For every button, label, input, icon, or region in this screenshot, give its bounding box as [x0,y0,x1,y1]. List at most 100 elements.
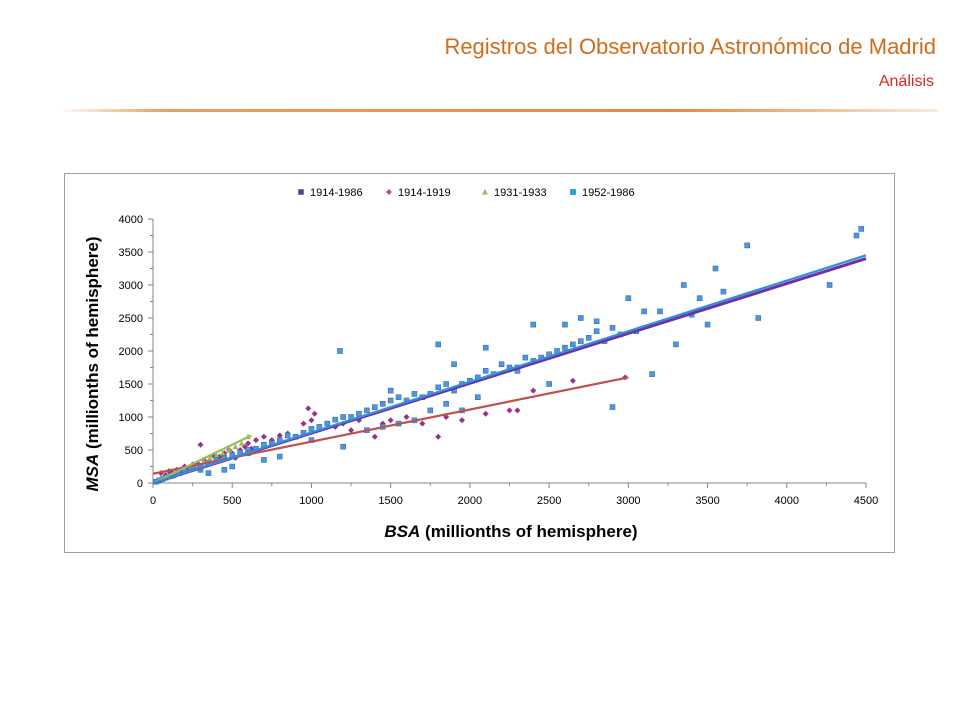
data-point [593,328,600,334]
data-point [213,452,220,458]
data-point [372,404,378,410]
data-point [649,371,655,377]
data-point [197,441,204,448]
legend-marker-1914-1986 [298,189,304,195]
data-point [205,470,212,476]
title-divider [58,109,938,112]
data-point [276,432,283,439]
data-point [577,338,584,344]
data-point [387,417,394,424]
data-point [577,315,584,321]
chart-axes: 0 500 1000 1500 2000 2500 3000 3500 4000 0 500 1000… [119,214,879,507]
data-point [379,401,386,407]
data-point [475,394,481,400]
data-point [657,308,663,315]
data-point [704,321,711,328]
x-tick-label: 4500 [854,495,878,507]
data-point [403,414,410,420]
data-point [332,416,339,423]
data-point [458,417,465,424]
data-point [252,437,259,444]
data-point [451,361,457,367]
data-point [443,381,449,387]
data-point [570,341,576,348]
slide-title: Registros del Observatorio Astronómico d… [444,34,936,59]
data-point [858,226,865,232]
y-tick-label: 4000 [119,214,143,226]
x-tick-label: 3000 [616,495,640,507]
data-point [435,384,442,391]
data-point [744,242,750,249]
data-point [311,410,318,417]
data-point [300,420,307,427]
data-point [276,453,283,460]
data-point [261,457,267,463]
x-tick-label: 1500 [378,495,402,507]
data-point [221,466,228,473]
data-point [395,394,402,400]
data-point [585,335,592,341]
legend-label-1914-1986: 1914-1986 [310,187,363,199]
data-point [562,344,568,351]
data-point [506,407,513,414]
data-point [419,420,426,427]
y-tick-label: 0 [137,478,143,490]
data-point [355,417,362,424]
legend-label-1931-1933: 1931-1933 [494,187,547,199]
data-point [308,417,315,424]
trendline-1931-1933 [152,434,252,484]
data-point [530,321,537,328]
x-tick-label: 500 [223,495,241,507]
data-point [593,318,600,325]
data-point [219,450,226,456]
y-axis-label: MSA (millionths of hemisphere) [83,236,102,491]
data-point [284,432,291,439]
data-point [569,377,576,384]
data-point [427,407,434,414]
data-point [435,433,442,440]
data-point [625,295,632,301]
data-point [337,348,343,354]
data-point [356,410,362,417]
y-tick-label: 2000 [119,346,143,358]
data-point [522,354,529,361]
data-point [696,295,703,301]
data-point [482,368,489,374]
data-point [755,315,762,321]
data-point [482,344,489,351]
legend-label-1914-1919: 1914-1919 [398,187,451,199]
data-point [530,387,537,394]
data-point [371,433,378,440]
data-point [324,420,331,427]
data-point [673,341,679,348]
x-tick-label: 2000 [458,495,482,507]
series-1952-1986-points [153,226,865,485]
x-tick-label: 1000 [299,495,323,507]
data-point [514,407,521,414]
data-point [207,454,214,461]
y-tick-label: 3500 [119,247,143,259]
data-point [411,391,418,397]
trendline-1952-1986 [152,254,867,485]
data-point [498,361,505,367]
data-point [562,321,568,328]
y-tick-label: 2500 [119,313,143,325]
legend-marker-1952-1986 [570,189,576,195]
x-tick-label: 0 [150,495,156,507]
data-point [680,282,687,288]
data-point [609,325,616,331]
data-point [245,440,252,447]
data-point [387,397,394,404]
data-point [340,414,346,420]
chart-frame: 1914-1986 1914-1919 1931-1933 1952-1986 0 50… [64,173,895,553]
data-point [482,410,489,417]
data-point [546,381,552,387]
scatter-chart: 1914-1986 1914-1919 1931-1933 1952-1986 0 50… [83,187,879,541]
slide-subtitle: Análisis [878,73,934,90]
x-axis-label: BSA (millionths of hemisphere) [384,522,637,541]
data-point [340,443,346,450]
y-tick-label: 1500 [119,379,143,391]
legend-label-1952-1986: 1952-1986 [582,187,635,199]
data-point [308,426,315,432]
data-point [826,282,833,288]
